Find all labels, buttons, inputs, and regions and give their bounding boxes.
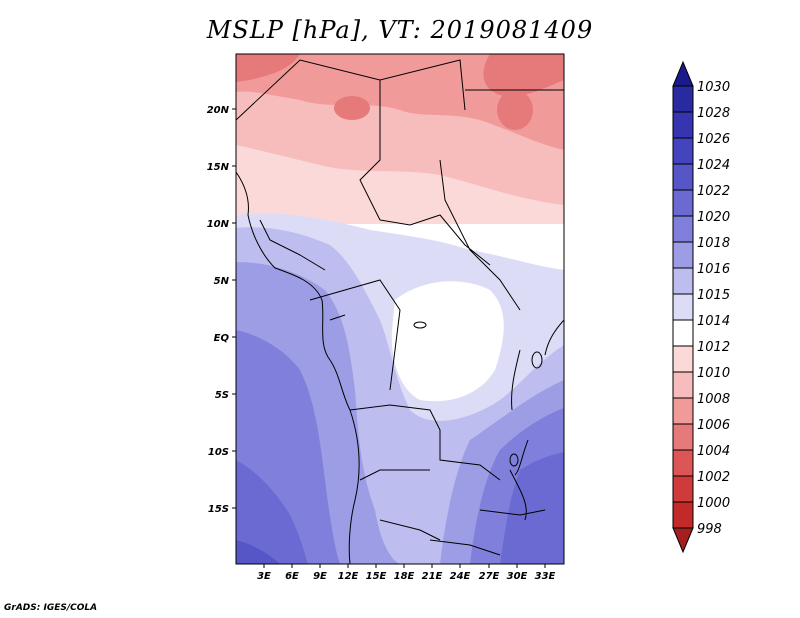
lake-victoria: [531, 351, 543, 369]
lat-label: 10N: [207, 219, 230, 230]
colorbar-label: 1022: [697, 184, 730, 199]
lon-label: 27E: [479, 571, 500, 582]
lat-label: EQ: [214, 333, 230, 344]
colorbar-label: 1016: [697, 262, 730, 277]
colorbar-bottom-arrow: [672, 527, 694, 554]
colorbar-segment: [672, 345, 694, 373]
colorbar-label: 1015: [697, 288, 730, 303]
lon-label: 15E: [366, 571, 387, 582]
colorbar-segment: [672, 423, 694, 451]
colorbar-segment: [672, 85, 694, 113]
lon-label: 18E: [394, 571, 415, 582]
lon-label: 33E: [535, 571, 556, 582]
colorbar-label: 1004: [697, 444, 730, 459]
colorbar-segment: [672, 371, 694, 399]
lake-1: [413, 321, 427, 329]
colorbar-label: 1000: [697, 496, 730, 511]
field-1006-center: [334, 96, 370, 120]
coastlines-borders: [236, 59, 564, 564]
colorbar-segment: [672, 319, 694, 347]
field-1006-nile: [497, 90, 533, 130]
colorbar-segment: [672, 501, 694, 529]
lon-label: 30E: [507, 571, 528, 582]
colorbar-segment: [672, 449, 694, 477]
lon-label: 6E: [285, 571, 299, 582]
colorbar-label: 1006: [697, 418, 730, 433]
lon-label: 9E: [313, 571, 327, 582]
lon-label: 21E: [422, 571, 443, 582]
colorbar-label: 1030: [697, 80, 730, 95]
colorbar-segment: [672, 215, 694, 243]
map-title: MSLP [hPa], VT: 2019081409: [206, 16, 594, 44]
political-borders: [236, 59, 564, 556]
lon-label: 24E: [450, 571, 471, 582]
map-frame: [235, 53, 565, 565]
field-1014-center: [391, 281, 504, 402]
colorbar-label: 1002: [697, 470, 730, 485]
field-1006-west: [236, 54, 300, 82]
lon-label: 3E: [257, 571, 271, 582]
field-1024-sw: [236, 540, 280, 564]
colorbar-label: 1026: [697, 132, 730, 147]
colorbar-label: 1024: [697, 158, 730, 173]
colorbar-label: 1010: [697, 366, 730, 381]
lat-label: 20N: [207, 105, 230, 116]
pressure-field: [236, 54, 564, 564]
colorbar-segment: [672, 397, 694, 425]
colorbar-label: 998: [697, 522, 722, 537]
colorbar-segment: [672, 241, 694, 269]
lat-label: 15S: [208, 504, 229, 515]
lat-label: 10S: [208, 447, 229, 458]
field-1022-east: [500, 452, 564, 564]
lat-label: 15N: [207, 162, 230, 173]
colorbar-segment: [672, 293, 694, 321]
colorbar-segment: [672, 189, 694, 217]
colorbar-segment: [672, 111, 694, 139]
colorbar-label: 1020: [697, 210, 730, 225]
coastline-west: [236, 171, 360, 564]
lat-axis: 20N 15N 10N 5N EQ 5S 10S 15S: [207, 105, 236, 515]
coastline-east: [509, 319, 564, 521]
lake-2: [509, 453, 519, 467]
colorbar-segment: [672, 137, 694, 165]
colorbar-top-arrow: [672, 60, 694, 87]
lat-label: 5N: [214, 276, 230, 287]
field-1022-west: [236, 460, 308, 564]
lon-label: 12E: [338, 571, 359, 582]
colorbar-segment: [672, 267, 694, 295]
grads-credit: GrADS: IGES/COLA: [4, 603, 98, 613]
lat-label: 5S: [215, 390, 229, 401]
field-1008: [236, 54, 564, 150]
colorbar-segment: [672, 163, 694, 191]
colorbar-label: 1028: [697, 106, 730, 121]
colorbar-label: 1018: [697, 236, 730, 251]
colorbar-label: 1012: [697, 340, 730, 355]
colorbar: 1030 1028 1026 1024 1022 1020 1018 1016 1015 1014…: [672, 60, 730, 554]
colorbar-label: 1008: [697, 392, 730, 407]
field-1006-east: [483, 54, 564, 97]
colorbar-segment: [672, 475, 694, 503]
lon-axis: 3E 6E 9E 12E 15E 18E 21E 24E 27E 30E 33E: [257, 564, 556, 582]
colorbar-label: 1014: [697, 314, 730, 329]
